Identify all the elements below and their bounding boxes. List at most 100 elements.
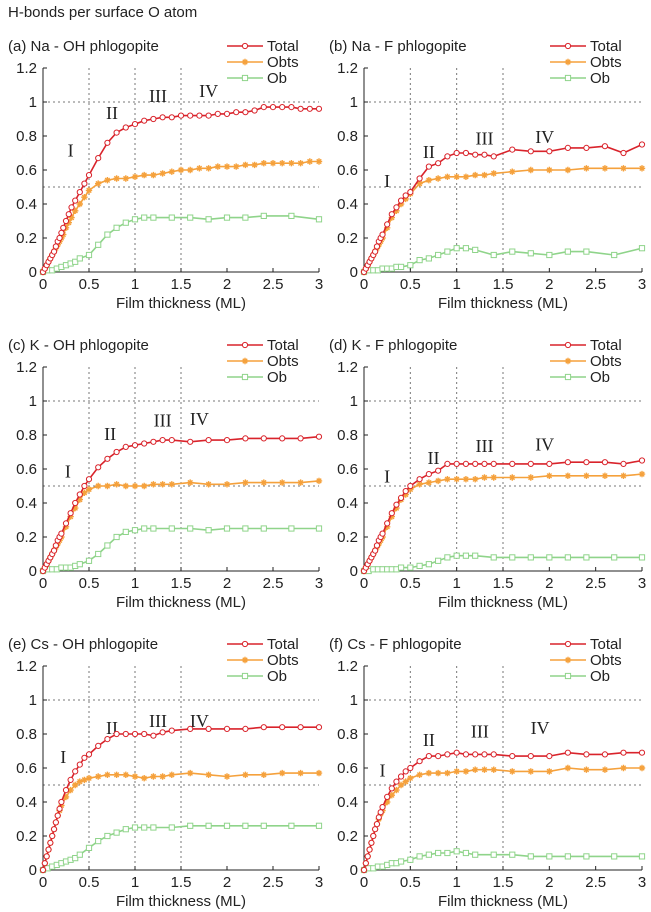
data-point	[462, 849, 470, 857]
data-point	[638, 749, 646, 756]
x-tick-label: 3	[638, 874, 646, 891]
data-point	[472, 766, 479, 773]
region-label: IV	[535, 127, 554, 147]
y-tick-label: 1	[350, 94, 358, 111]
data-point	[141, 482, 148, 490]
legend-label: Ob	[590, 70, 610, 87]
x-axis-label: Film thickness (ML)	[116, 893, 246, 910]
region-label: III	[149, 711, 167, 731]
data-point	[393, 778, 400, 785]
data-point	[43, 853, 50, 860]
data-point	[241, 74, 249, 82]
data-point	[388, 510, 395, 517]
data-point	[67, 786, 74, 794]
data-point	[54, 812, 61, 819]
data-point	[435, 557, 442, 564]
data-point	[638, 245, 646, 252]
data-point	[205, 527, 212, 534]
data-point	[416, 481, 423, 488]
data-point	[95, 155, 102, 162]
data-point	[388, 513, 395, 520]
data-point	[364, 853, 371, 860]
data-point	[509, 248, 516, 255]
data-point	[85, 775, 93, 782]
data-point	[462, 460, 470, 467]
data-point	[242, 435, 249, 442]
data-point	[104, 832, 111, 840]
data-point	[72, 504, 79, 512]
data-point	[490, 851, 497, 858]
region-label: II	[104, 424, 116, 444]
data-point	[72, 197, 79, 204]
data-point	[416, 853, 423, 860]
data-point	[472, 552, 479, 559]
data-point	[187, 479, 194, 486]
data-point	[177, 166, 185, 174]
data-point	[297, 479, 304, 486]
y-tick-label: 1	[29, 692, 37, 709]
data-point	[362, 860, 369, 867]
legend-label: Ob	[267, 668, 287, 685]
panel-title: (c) K - OH phlogopite	[8, 337, 149, 354]
data-point	[150, 214, 157, 221]
data-point	[425, 177, 433, 184]
region-label: II	[423, 142, 435, 162]
data-point	[583, 144, 590, 151]
data-point	[187, 725, 194, 733]
legend-label: Total	[590, 38, 622, 55]
data-point	[564, 74, 572, 82]
data-point	[52, 819, 59, 826]
data-point	[509, 474, 516, 481]
y-tick-label: 0.2	[337, 230, 358, 247]
data-point	[527, 768, 534, 775]
data-point	[58, 530, 65, 537]
data-point	[435, 160, 442, 167]
data-point	[81, 754, 88, 761]
data-point	[564, 472, 572, 479]
data-point	[141, 730, 148, 738]
panel-title: (d) K - F phlogopite	[329, 337, 457, 354]
data-point	[85, 486, 93, 493]
data-point	[288, 212, 295, 220]
data-point	[122, 528, 129, 535]
data-point	[113, 730, 120, 738]
data-point	[601, 459, 609, 466]
x-tick-label: 1	[131, 874, 139, 891]
x-tick-label: 0.5	[79, 874, 100, 891]
data-point	[47, 839, 54, 846]
data-point	[527, 166, 534, 174]
data-point	[564, 853, 571, 860]
x-tick-label: 1	[452, 575, 460, 592]
x-tick-label: 2.5	[263, 276, 284, 293]
region-label: I	[60, 747, 66, 767]
data-point	[462, 149, 470, 157]
data-point	[72, 207, 79, 214]
data-point	[453, 245, 460, 252]
data-point	[393, 501, 400, 508]
x-tick-label: 1.5	[171, 276, 192, 293]
data-point	[76, 761, 83, 768]
data-point	[242, 822, 249, 829]
x-tick-label: 3	[315, 276, 323, 293]
x-axis-label: Film thickness (ML)	[438, 893, 568, 910]
data-point	[85, 172, 93, 179]
series-line	[42, 527, 319, 572]
y-tick-label: 0	[29, 563, 37, 580]
data-point	[402, 192, 409, 199]
data-point	[205, 822, 212, 829]
data-point	[384, 221, 391, 228]
data-point	[131, 773, 139, 780]
data-point	[95, 464, 102, 471]
data-point	[393, 504, 400, 512]
data-point	[131, 527, 139, 534]
y-tick-label: 1	[350, 692, 358, 709]
legend-label: Obts	[590, 652, 622, 669]
data-point	[527, 753, 534, 760]
region-label: III	[475, 129, 493, 149]
x-tick-label: 1	[131, 276, 139, 293]
data-point	[113, 771, 120, 778]
data-point	[72, 258, 79, 265]
data-point	[122, 219, 129, 226]
